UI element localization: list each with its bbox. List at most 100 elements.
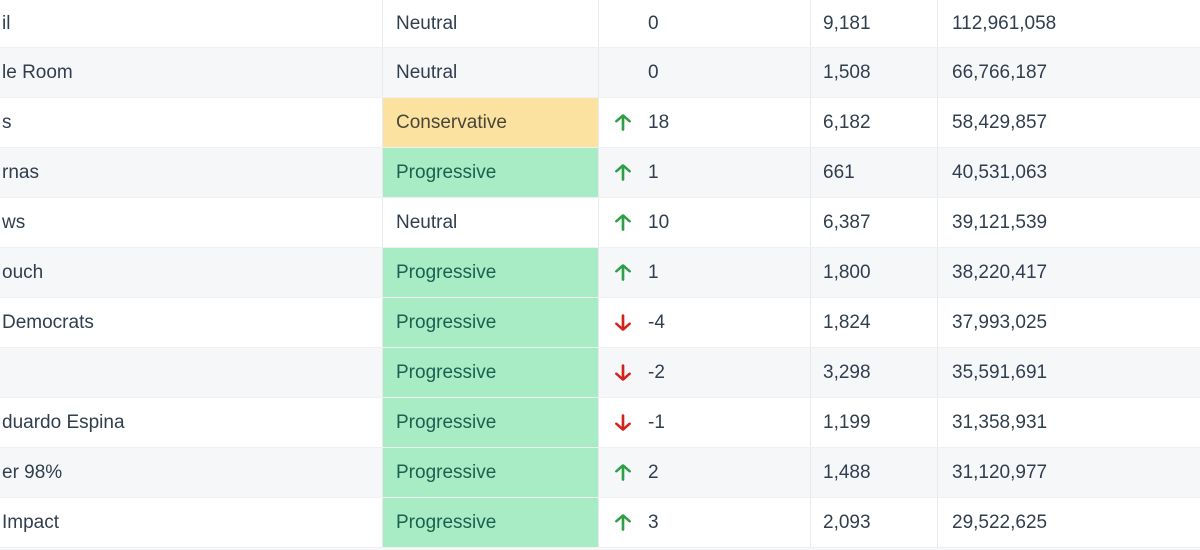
page-name-cell[interactable]: Democrats [0,298,383,347]
total-interactions-cell: 31,120,977 [938,448,1200,497]
table-row[interactable]: rnas Progressive 1 661 40,531,063 [0,148,1200,198]
lean-label: Neutral [396,211,458,233]
total-interactions-value: 39,121,539 [952,211,1048,233]
lean-label: Progressive [396,161,497,183]
page-name-cell[interactable]: duardo Espina [0,398,383,447]
total-interactions-value: 112,961,058 [952,12,1057,34]
table-row[interactable]: Democrats Progressive -4 1,824 37,993,02… [0,298,1200,348]
lean-label: Conservative [396,111,507,133]
count-value: 6,387 [823,211,871,233]
lean-label: Progressive [396,411,497,433]
count-cell: 1,199 [811,398,938,447]
page-name: er 98% [2,461,63,483]
rank-change-value: 10 [648,211,670,233]
page-name: le Room [2,61,73,83]
table-row[interactable]: le Room Neutral 0 1,508 66,766,187 [0,48,1200,98]
rank-change-value: 3 [648,511,659,533]
table-row[interactable]: Impact Progressive 3 2,093 29,522,625 [0,498,1200,548]
rank-change-cell: -4 [599,298,811,347]
total-interactions-cell: 35,591,691 [938,348,1200,397]
rank-change-value: 1 [648,161,659,183]
rank-change-value: 0 [648,61,659,83]
count-value: 1,800 [823,261,871,283]
table-row[interactable]: ws Neutral 10 6,387 39,121,539 [0,198,1200,248]
rank-change-value: 0 [648,12,659,34]
table-row-partial [0,548,1200,550]
lean-cell: Neutral [383,48,599,97]
rank-change-value: 1 [648,261,659,283]
lean-cell: Progressive [383,448,599,497]
total-interactions-cell: 31,358,931 [938,398,1200,447]
lean-cell: Progressive [383,248,599,297]
lean-label: Progressive [396,361,497,383]
page-name-cell[interactable]: er 98% [0,448,383,497]
count-value: 9,181 [823,12,871,34]
table-row[interactable]: ouch Progressive 1 1,800 38,220,417 [0,248,1200,298]
lean-cell: Progressive [383,398,599,447]
arrow-up-icon [615,213,631,232]
rank-change-arrow-slot [615,313,648,332]
count-cell: 1,488 [811,448,938,497]
page-name-cell[interactable]: s [0,98,383,147]
rank-change-cell: 0 [599,0,811,47]
rank-change-cell: 18 [599,98,811,147]
count-cell: 6,387 [811,198,938,247]
total-interactions-value: 31,120,977 [952,461,1048,483]
page-name-cell[interactable] [0,348,383,397]
rank-change-arrow-slot [615,413,648,432]
rank-change-arrow-slot [615,463,648,482]
arrow-up-icon [615,513,631,532]
total-interactions-value: 31,358,931 [952,411,1048,433]
table-row[interactable]: duardo Espina Progressive -1 1,199 31,35… [0,398,1200,448]
table-row[interactable]: er 98% Progressive 2 1,488 31,120,977 [0,448,1200,498]
total-interactions-value: 66,766,187 [952,61,1048,83]
count-cell: 1,508 [811,48,938,97]
rank-change-cell: 0 [599,48,811,97]
total-interactions-value: 29,522,625 [952,511,1048,533]
page-name-cell[interactable]: ouch [0,248,383,297]
count-value: 1,199 [823,411,871,433]
lean-cell: Conservative [383,98,599,147]
page-name: duardo Espina [2,411,125,433]
arrow-up-icon [615,463,631,482]
total-interactions-value: 58,429,857 [952,111,1048,133]
count-value: 1,824 [823,311,871,333]
count-cell: 1,800 [811,248,938,297]
rank-change-value: 18 [648,111,670,133]
rank-change-value: 2 [648,461,659,483]
count-cell: 2,093 [811,498,938,547]
count-value: 2,093 [823,511,871,533]
lean-cell: Progressive [383,148,599,197]
count-value: 3,298 [823,361,871,383]
page-name-cell[interactable]: il [0,0,383,47]
rank-change-arrow-slot [615,263,648,282]
table-row[interactable]: s Conservative 18 6,182 58,429,857 [0,98,1200,148]
rank-change-arrow-slot [615,513,648,532]
total-interactions-cell: 29,522,625 [938,498,1200,547]
table-row[interactable]: il Neutral 0 9,181 112,961,058 [0,0,1200,48]
page-name-cell[interactable]: rnas [0,148,383,197]
count-value: 1,488 [823,461,871,483]
count-cell: 1,824 [811,298,938,347]
total-interactions-cell: 112,961,058 [938,0,1200,47]
count-cell: 661 [811,148,938,197]
total-interactions-value: 37,993,025 [952,311,1048,333]
page-name-cell[interactable]: Impact [0,498,383,547]
lean-cell: Progressive [383,498,599,547]
page-name-cell[interactable]: le Room [0,48,383,97]
lean-label: Progressive [396,511,497,533]
lean-label: Neutral [396,12,458,34]
lean-cell: Progressive [383,298,599,347]
page-name: il [2,12,11,34]
page-name: rnas [2,161,39,183]
lean-cell: Neutral [383,0,599,47]
page-name-cell[interactable]: ws [0,198,383,247]
arrow-down-icon [615,313,631,332]
rank-change-cell: 1 [599,248,811,297]
total-interactions-cell: 39,121,539 [938,198,1200,247]
table-row[interactable]: Progressive -2 3,298 35,591,691 [0,348,1200,398]
total-interactions-cell: 66,766,187 [938,48,1200,97]
lean-cell: Progressive [383,348,599,397]
